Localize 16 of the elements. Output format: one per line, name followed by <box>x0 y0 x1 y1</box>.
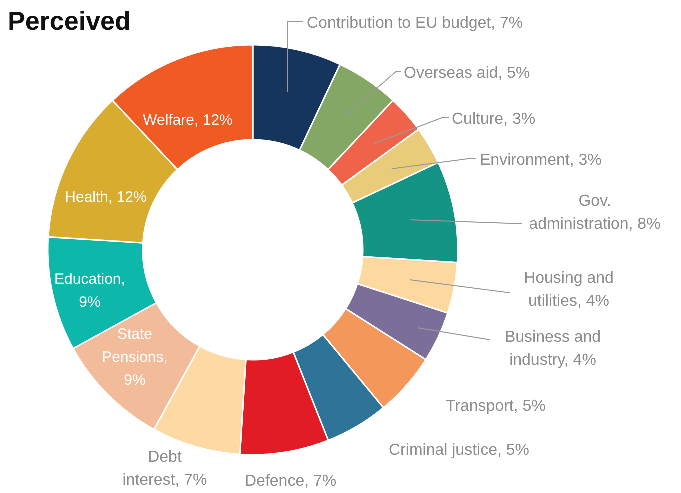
slice-label: Culture, 3% <box>452 111 536 128</box>
slice-label: Overseas aid, 5% <box>404 65 530 82</box>
slice-label: Transport, 5% <box>446 398 546 415</box>
slice-label: Welfare, 12% <box>143 112 233 129</box>
slice-label: Criminal justice, 5% <box>389 442 530 459</box>
slice-label: Contribution to EU budget, 7% <box>307 15 524 32</box>
slice-label: Debt interest, 7% <box>122 449 208 489</box>
slice-label: Health, 12% <box>65 189 147 206</box>
slice-label: State Pensions, 9% <box>102 326 168 389</box>
slice-label: Business and industry, 4% <box>504 329 602 369</box>
slice-label: Defence, 7% <box>245 473 337 490</box>
chart-title: Perceived <box>8 6 131 36</box>
slice-label: Environment, 3% <box>480 152 602 169</box>
slice-label: Gov. administration, 8% <box>529 193 661 233</box>
slice-label: Education, 9% <box>54 271 126 311</box>
slice-label: Housing and utilities, 4% <box>524 270 614 310</box>
